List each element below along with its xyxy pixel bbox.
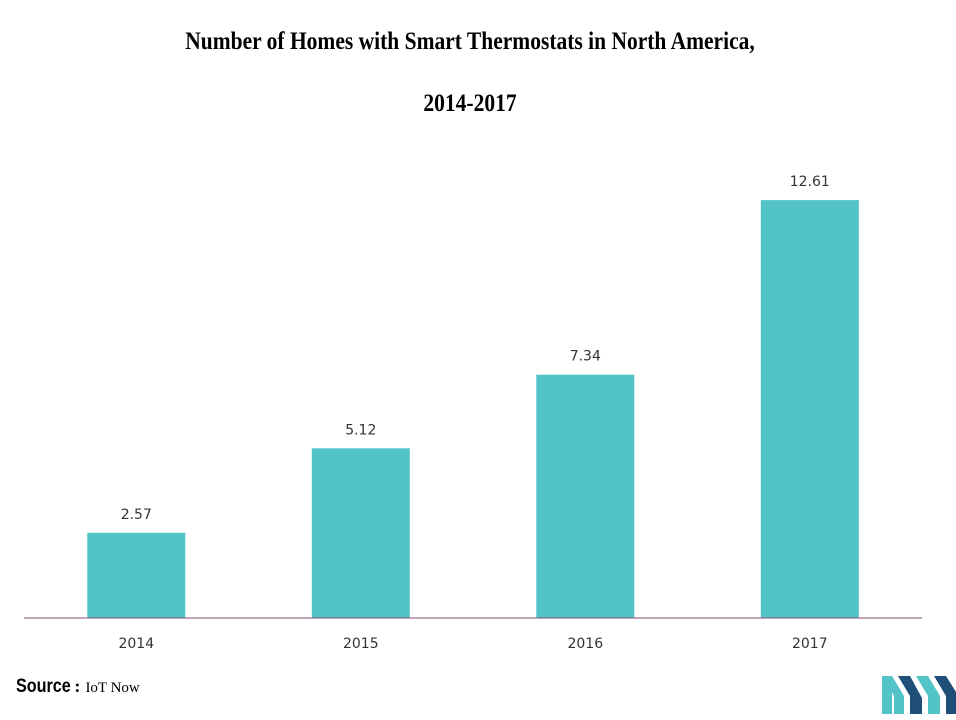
- source-label: Source: [16, 676, 71, 697]
- bar-2015: [311, 448, 410, 618]
- source-note: Source: IoT Now: [16, 676, 140, 698]
- bar-2014: [87, 532, 186, 618]
- bar-2017: [760, 200, 859, 618]
- bar-2016: [536, 374, 635, 618]
- labels-layer: 2.57 2014 5.12 2015 7.34 2016 12.61 2017: [118, 174, 829, 652]
- data-label-2017: 12.61: [790, 174, 830, 190]
- x-tick-label-2016: 2016: [567, 636, 603, 652]
- chart-subtitle: 2014-2017: [423, 90, 517, 117]
- data-label-2015: 5.12: [345, 422, 376, 438]
- x-tick-label-2017: 2017: [792, 636, 828, 652]
- data-label-2014: 2.57: [121, 507, 152, 523]
- chart-title: Number of Homes with Smart Thermostats i…: [185, 28, 755, 55]
- source-colon: :: [74, 676, 81, 696]
- company-logo-icon: [882, 676, 956, 714]
- x-tick-label-2014: 2014: [118, 636, 154, 652]
- source-value: IoT Now: [85, 680, 140, 696]
- bars-layer: [87, 200, 859, 618]
- x-tick-label-2015: 2015: [343, 636, 379, 652]
- data-label-2016: 7.34: [570, 349, 601, 365]
